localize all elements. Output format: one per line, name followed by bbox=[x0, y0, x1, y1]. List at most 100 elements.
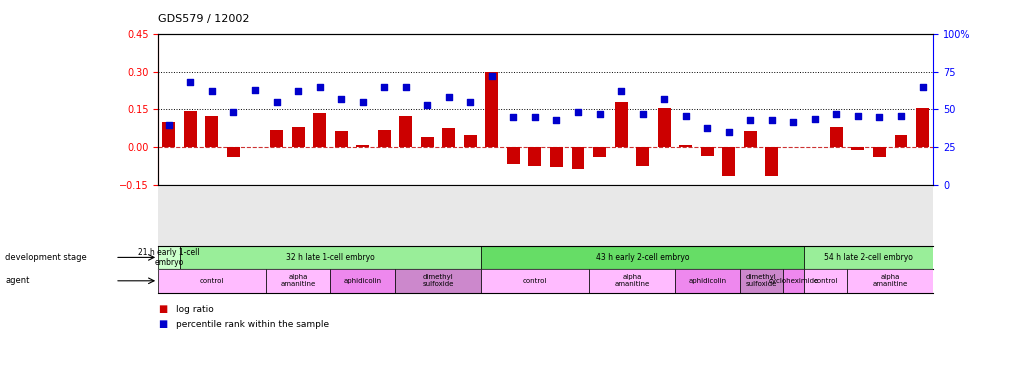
Bar bbox=[614, 102, 627, 147]
Point bbox=[376, 84, 392, 90]
Point bbox=[892, 112, 908, 118]
Bar bbox=[675, 269, 739, 292]
Point bbox=[677, 112, 693, 118]
Point bbox=[785, 118, 801, 124]
Text: control: control bbox=[200, 278, 224, 284]
Point bbox=[612, 88, 629, 94]
Point bbox=[526, 114, 542, 120]
Bar bbox=[571, 147, 584, 169]
Bar bbox=[588, 269, 675, 292]
Text: control: control bbox=[812, 278, 837, 284]
Bar bbox=[829, 127, 842, 147]
Point bbox=[719, 129, 736, 135]
Point bbox=[913, 84, 929, 90]
Text: log ratio: log ratio bbox=[176, 305, 214, 314]
Bar bbox=[398, 116, 412, 147]
Bar bbox=[330, 269, 394, 292]
Text: dimethyl
sulfoxide: dimethyl sulfoxide bbox=[422, 274, 453, 287]
Bar bbox=[205, 116, 218, 147]
Point bbox=[763, 117, 780, 123]
Bar bbox=[421, 137, 433, 147]
Text: 32 h late 1-cell embryo: 32 h late 1-cell embryo bbox=[285, 253, 374, 262]
Bar bbox=[394, 269, 481, 292]
Point bbox=[247, 87, 263, 93]
Text: 43 h early 2-cell embryo: 43 h early 2-cell embryo bbox=[595, 253, 689, 262]
Point bbox=[440, 94, 457, 100]
Bar bbox=[313, 113, 326, 147]
Bar bbox=[506, 147, 520, 164]
Bar bbox=[847, 269, 932, 292]
Bar bbox=[721, 147, 735, 176]
Point bbox=[548, 117, 565, 123]
Bar bbox=[270, 130, 282, 147]
Bar bbox=[266, 269, 330, 292]
Point bbox=[462, 99, 478, 105]
Bar bbox=[334, 131, 347, 147]
Text: development stage: development stage bbox=[5, 253, 87, 262]
Point bbox=[161, 122, 177, 128]
Point bbox=[504, 114, 521, 120]
Point bbox=[806, 116, 822, 122]
Bar bbox=[481, 269, 588, 292]
Point bbox=[483, 73, 499, 79]
Point bbox=[742, 117, 758, 123]
Point bbox=[591, 111, 607, 117]
Bar bbox=[872, 147, 886, 158]
Point bbox=[698, 124, 714, 130]
Bar bbox=[743, 131, 756, 147]
Text: agent: agent bbox=[5, 276, 30, 285]
Point bbox=[570, 110, 586, 116]
Bar bbox=[183, 111, 197, 147]
Point bbox=[655, 96, 672, 102]
Bar bbox=[377, 130, 390, 147]
Bar bbox=[915, 108, 928, 147]
Point bbox=[289, 88, 306, 94]
Bar bbox=[485, 72, 498, 147]
Bar bbox=[700, 147, 713, 156]
Bar bbox=[481, 246, 803, 269]
Point bbox=[397, 84, 414, 90]
Point bbox=[634, 111, 650, 117]
Point bbox=[311, 84, 327, 90]
Bar bbox=[227, 147, 239, 158]
Bar bbox=[464, 135, 476, 147]
Point bbox=[827, 111, 844, 117]
Bar bbox=[158, 269, 266, 292]
Point bbox=[849, 112, 865, 118]
Point bbox=[355, 99, 371, 105]
Bar bbox=[442, 128, 454, 147]
Text: 21 h early 1-cell
embryo: 21 h early 1-cell embryo bbox=[138, 248, 200, 267]
Bar bbox=[657, 108, 669, 147]
Bar bbox=[894, 135, 907, 147]
Point bbox=[870, 114, 887, 120]
Text: alpha
amanitine: alpha amanitine bbox=[280, 274, 316, 287]
Bar bbox=[764, 147, 777, 176]
Bar bbox=[158, 246, 179, 269]
Text: ■: ■ bbox=[158, 304, 167, 314]
Point bbox=[332, 96, 348, 102]
Bar bbox=[549, 147, 562, 168]
Point bbox=[419, 102, 435, 108]
Bar bbox=[356, 145, 369, 147]
Point bbox=[268, 99, 284, 105]
Bar bbox=[782, 269, 803, 292]
Bar bbox=[291, 127, 305, 147]
Point bbox=[204, 88, 220, 94]
Bar bbox=[739, 269, 782, 292]
Text: aphidicolin: aphidicolin bbox=[343, 278, 381, 284]
Text: alpha
amanitine: alpha amanitine bbox=[871, 274, 907, 287]
Text: alpha
amanitine: alpha amanitine bbox=[613, 274, 649, 287]
Text: control: control bbox=[522, 278, 546, 284]
Bar bbox=[528, 147, 541, 166]
Text: GDS579 / 12002: GDS579 / 12002 bbox=[158, 14, 250, 24]
Point bbox=[225, 110, 242, 116]
Text: 54 h late 2-cell embryo: 54 h late 2-cell embryo bbox=[823, 253, 912, 262]
Point bbox=[182, 79, 199, 85]
Bar bbox=[803, 269, 847, 292]
Text: ■: ■ bbox=[158, 320, 167, 329]
Text: cycloheximide: cycloheximide bbox=[767, 278, 817, 284]
Bar bbox=[162, 122, 175, 147]
Text: aphidicolin: aphidicolin bbox=[688, 278, 726, 284]
Bar bbox=[803, 246, 932, 269]
Bar bbox=[179, 246, 481, 269]
